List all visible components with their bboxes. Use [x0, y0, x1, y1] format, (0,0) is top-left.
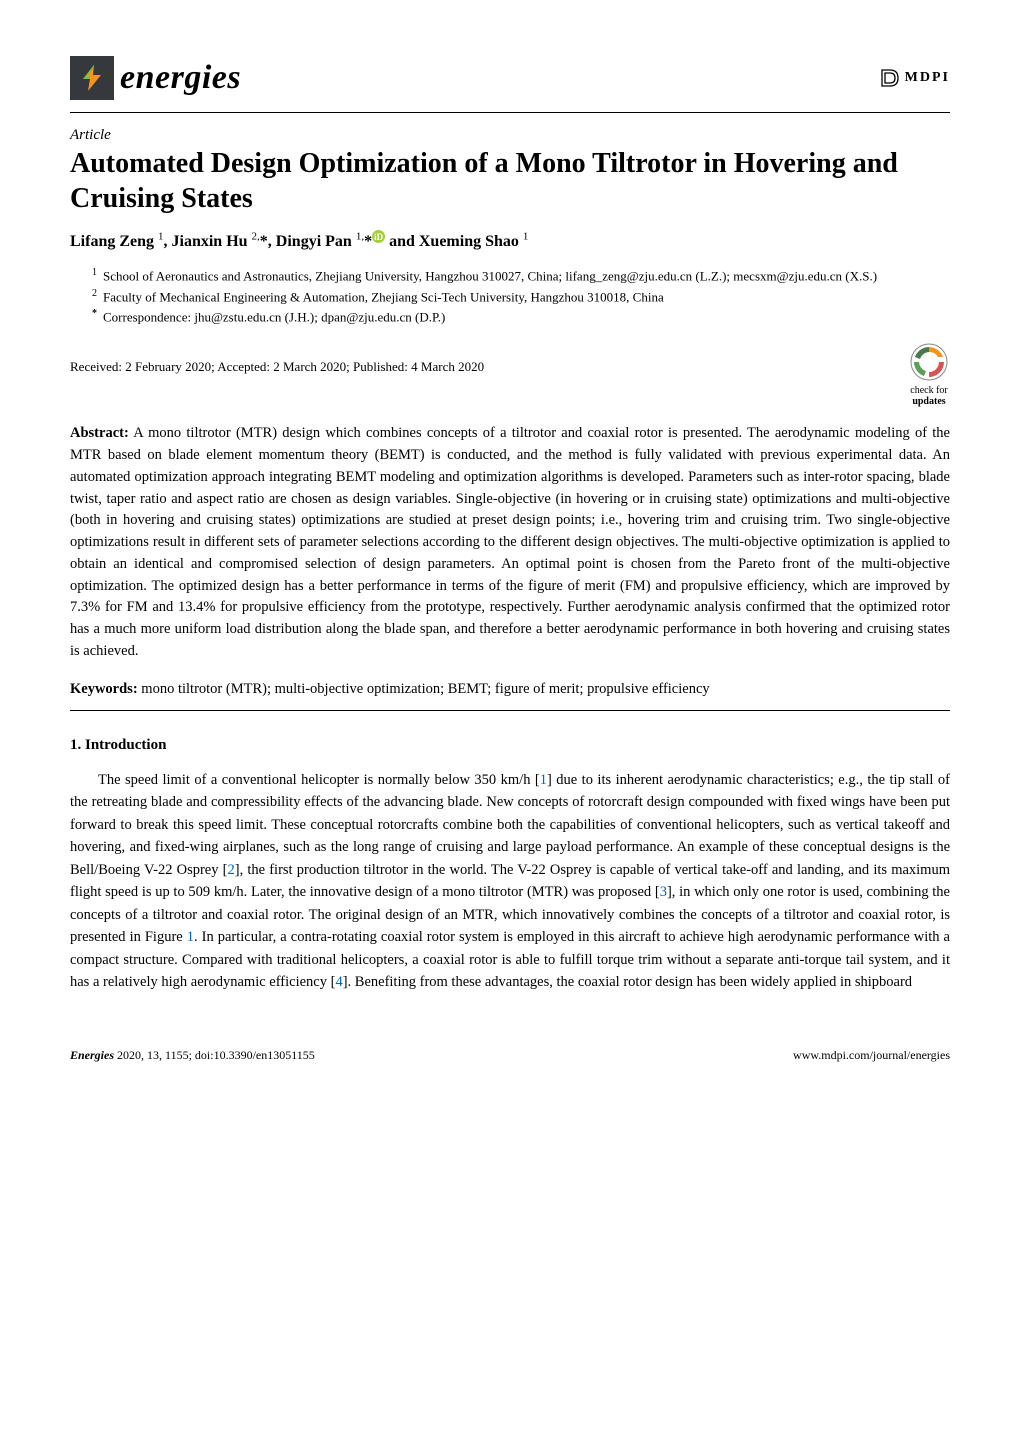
- affiliations: 1School of Aeronautics and Astronautics,…: [92, 265, 950, 327]
- check-updates-icon: [908, 341, 950, 383]
- authors-main: Lifang Zeng 1, Jianxin Hu 2,*, Dingyi Pa…: [70, 233, 372, 250]
- authors: Lifang Zeng 1, Jianxin Hu 2,*, Dingyi Pa…: [70, 230, 950, 251]
- header: energies MDPI: [70, 56, 950, 100]
- dates: Received: 2 February 2020; Accepted: 2 M…: [70, 341, 484, 375]
- affiliation-item: *Correspondence: jhu@zstu.edu.cn (J.H.);…: [92, 306, 950, 327]
- footer-right: www.mdpi.com/journal/energies: [793, 1048, 950, 1063]
- affiliation-item: 2Faculty of Mechanical Engineering & Aut…: [92, 286, 950, 307]
- bolt-icon: [70, 56, 114, 100]
- section-heading-1: 1. Introduction: [70, 737, 950, 754]
- abstract: Abstract: A mono tiltrotor (MTR) design …: [70, 423, 950, 662]
- intro-paragraph: The speed limit of a conventional helico…: [70, 769, 950, 994]
- check-updates-label-top: check for: [908, 385, 950, 396]
- section-rule: [70, 710, 950, 711]
- footer-left: Energies 2020, 13, 1155; doi:10.3390/en1…: [70, 1048, 315, 1063]
- footer: Energies 2020, 13, 1155; doi:10.3390/en1…: [70, 1042, 950, 1063]
- abstract-label: Abstract:: [70, 425, 129, 441]
- top-rule: [70, 112, 950, 113]
- keywords-text: mono tiltrotor (MTR); multi-objective op…: [141, 681, 709, 697]
- mdpi-icon: [879, 67, 901, 89]
- orcid-icon: iD: [372, 230, 385, 243]
- affiliation-item: 1School of Aeronautics and Astronautics,…: [92, 265, 950, 286]
- keywords-label: Keywords:: [70, 681, 138, 697]
- keywords: Keywords: mono tiltrotor (MTR); multi-ob…: [70, 679, 950, 701]
- check-updates-badge[interactable]: check for updates: [908, 341, 950, 407]
- article-title: Automated Design Optimization of a Mono …: [70, 146, 950, 216]
- abstract-text: A mono tiltrotor (MTR) design which comb…: [70, 425, 950, 659]
- article-label: Article: [70, 127, 950, 144]
- journal-name: energies: [120, 59, 241, 97]
- received-row: Received: 2 February 2020; Accepted: 2 M…: [70, 341, 950, 407]
- check-updates-label-bottom: updates: [908, 396, 950, 407]
- footer-citation: 2020, 13, 1155; doi:10.3390/en13051155: [114, 1048, 315, 1062]
- footer-journal: Energies: [70, 1048, 114, 1062]
- publisher-name: MDPI: [905, 70, 950, 86]
- journal-logo: energies: [70, 56, 241, 100]
- publisher-logo: MDPI: [879, 67, 950, 89]
- authors-tail: and Xueming Shao 1: [385, 233, 528, 250]
